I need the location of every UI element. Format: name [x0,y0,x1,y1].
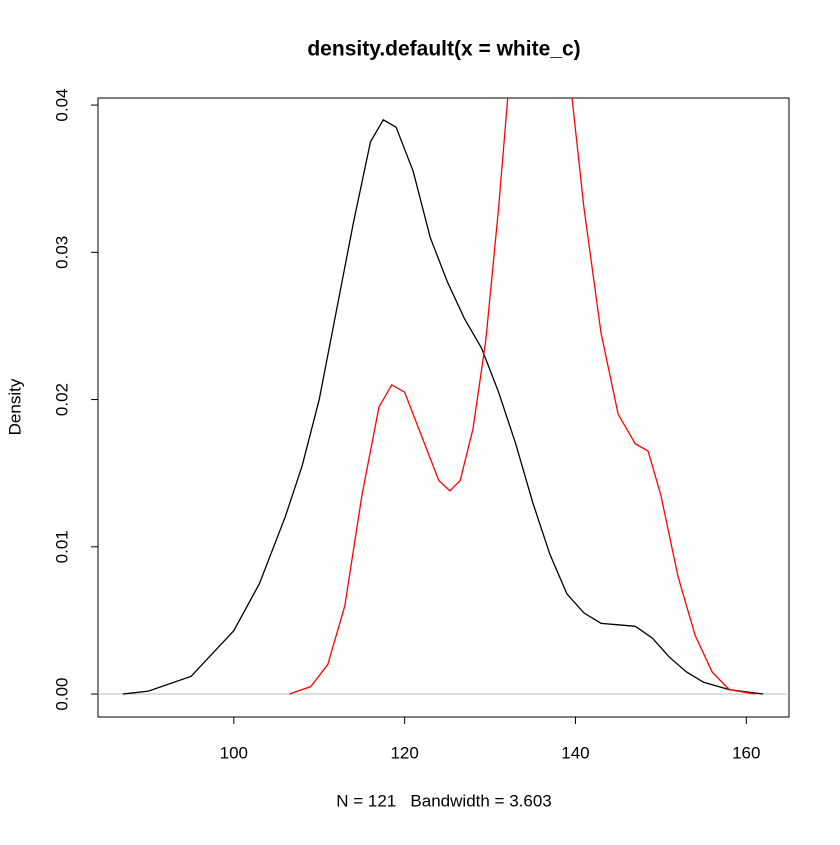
plot-area [122,98,764,695]
y-tick-label: 0.03 [52,236,71,269]
chart-title: density.default(x = white_c) [307,38,580,61]
x-tick-label: 120 [390,743,418,762]
y-axis-label: Density [5,378,24,435]
y-tick-label: 0.04 [52,89,71,122]
x-tick-label: 140 [561,743,589,762]
y-tick-label: 0.00 [52,677,71,710]
x-tick-label: 160 [732,743,760,762]
density-line [122,118,764,695]
y-tick-label: 0.01 [52,530,71,563]
y-tick-label: 0.02 [52,383,71,416]
density-line [289,98,755,695]
plot-frame [97,97,790,718]
x-tick-label: 100 [220,743,248,762]
x-axis-label: N = 121 Bandwidth = 3.603 [336,791,552,810]
